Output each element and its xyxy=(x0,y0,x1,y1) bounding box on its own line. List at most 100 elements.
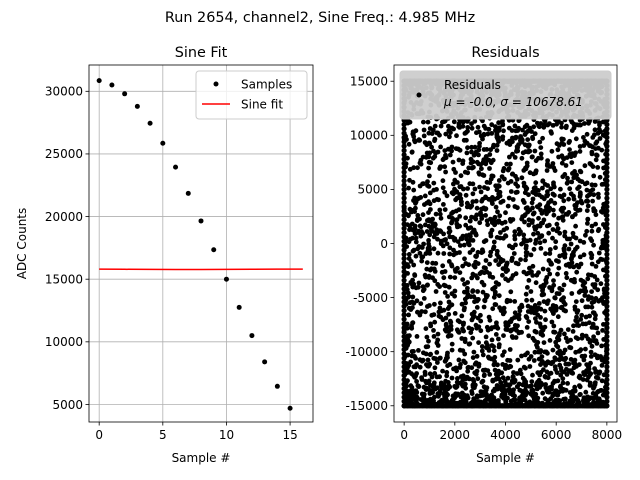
residual-point xyxy=(467,341,473,347)
residual-point xyxy=(491,294,497,300)
sample-point xyxy=(198,218,204,224)
residual-point xyxy=(411,300,417,306)
residual-point xyxy=(556,215,561,221)
residual-point xyxy=(530,196,536,202)
residual-point xyxy=(532,224,537,230)
residual-point xyxy=(588,191,594,197)
residual-point xyxy=(438,300,443,306)
residual-point xyxy=(588,236,593,242)
residual-point xyxy=(604,308,610,314)
residual-point xyxy=(481,304,487,310)
residual-point xyxy=(408,383,414,389)
residual-point xyxy=(451,181,456,187)
residual-point xyxy=(451,119,457,125)
legend-sine-fit-label: Sine fit xyxy=(241,98,283,112)
residual-point xyxy=(406,141,412,147)
residual-point xyxy=(553,367,558,372)
residual-point xyxy=(527,237,533,243)
residual-point xyxy=(516,142,521,148)
residual-point xyxy=(476,161,481,167)
residual-point xyxy=(418,301,424,306)
residual-point xyxy=(537,124,542,130)
residual-point xyxy=(401,316,407,322)
residual-point xyxy=(580,377,586,382)
residual-point xyxy=(442,283,448,288)
residual-point xyxy=(583,288,589,294)
residual-point xyxy=(452,384,458,389)
residual-point xyxy=(592,380,598,385)
residual-point xyxy=(587,118,592,124)
residual-point xyxy=(424,380,429,386)
residual-point xyxy=(600,328,605,333)
residual-point xyxy=(565,381,570,386)
residual-point xyxy=(533,169,539,174)
residual-point xyxy=(497,305,502,311)
residual-point xyxy=(513,260,519,266)
residual-point xyxy=(524,325,530,330)
residual-point xyxy=(575,186,580,192)
residuals-chart: 0 2000 4000 6000 8000 -15000 -10000 -5000 0 5000… xyxy=(345,45,622,465)
residual-point xyxy=(455,376,460,381)
residual-point xyxy=(468,234,473,239)
residual-point xyxy=(549,319,555,325)
residual-point xyxy=(589,304,595,310)
residual-point xyxy=(525,303,531,309)
residual-point xyxy=(519,216,525,222)
residual-point xyxy=(493,371,499,377)
residual-point xyxy=(480,196,486,202)
residual-point xyxy=(596,195,601,200)
residual-point xyxy=(427,150,433,156)
residual-point xyxy=(539,210,545,216)
residual-point xyxy=(479,348,485,354)
residual-point xyxy=(604,282,610,288)
residual-point xyxy=(604,295,610,301)
residual-point xyxy=(599,343,604,349)
residual-point xyxy=(573,299,579,304)
residual-point xyxy=(551,282,557,288)
residual-point xyxy=(509,244,515,250)
residual-point xyxy=(410,284,416,290)
residual-point xyxy=(496,336,501,342)
residual-point xyxy=(505,387,511,393)
residual-point xyxy=(447,152,453,158)
residual-point xyxy=(491,344,496,349)
residual-point xyxy=(459,301,465,307)
residual-point xyxy=(567,152,573,157)
residual-point xyxy=(517,395,522,401)
residual-point xyxy=(446,299,452,305)
residual-point xyxy=(535,345,540,350)
residual-point xyxy=(577,254,583,260)
residual-point xyxy=(589,295,594,301)
residual-point xyxy=(519,329,524,335)
residual-point xyxy=(518,229,523,235)
sample-point xyxy=(236,304,242,310)
residual-point xyxy=(425,119,431,125)
residual-point xyxy=(401,398,407,404)
residual-point xyxy=(578,317,584,322)
residual-point xyxy=(582,353,588,359)
residual-point xyxy=(443,237,448,242)
residual-point xyxy=(465,294,470,300)
residual-point xyxy=(591,173,597,179)
residual-point xyxy=(604,290,610,296)
residual-point xyxy=(441,391,446,397)
residual-point xyxy=(428,207,433,212)
residual-point xyxy=(489,131,495,136)
residual-point xyxy=(512,155,518,160)
residual-point xyxy=(456,207,462,213)
residual-point xyxy=(574,363,579,369)
residual-point xyxy=(569,256,574,262)
residual-point xyxy=(432,394,437,400)
residual-point xyxy=(490,275,496,280)
residual-point xyxy=(604,390,610,396)
residual-point xyxy=(496,128,502,133)
residual-point xyxy=(597,174,603,180)
residual-point xyxy=(434,350,440,355)
residual-point xyxy=(583,304,589,310)
residual-point xyxy=(604,338,610,344)
residual-point xyxy=(476,170,482,176)
residual-point xyxy=(401,191,407,197)
residual-point xyxy=(401,385,407,392)
residual-point xyxy=(458,173,464,179)
residual-point xyxy=(457,380,463,386)
